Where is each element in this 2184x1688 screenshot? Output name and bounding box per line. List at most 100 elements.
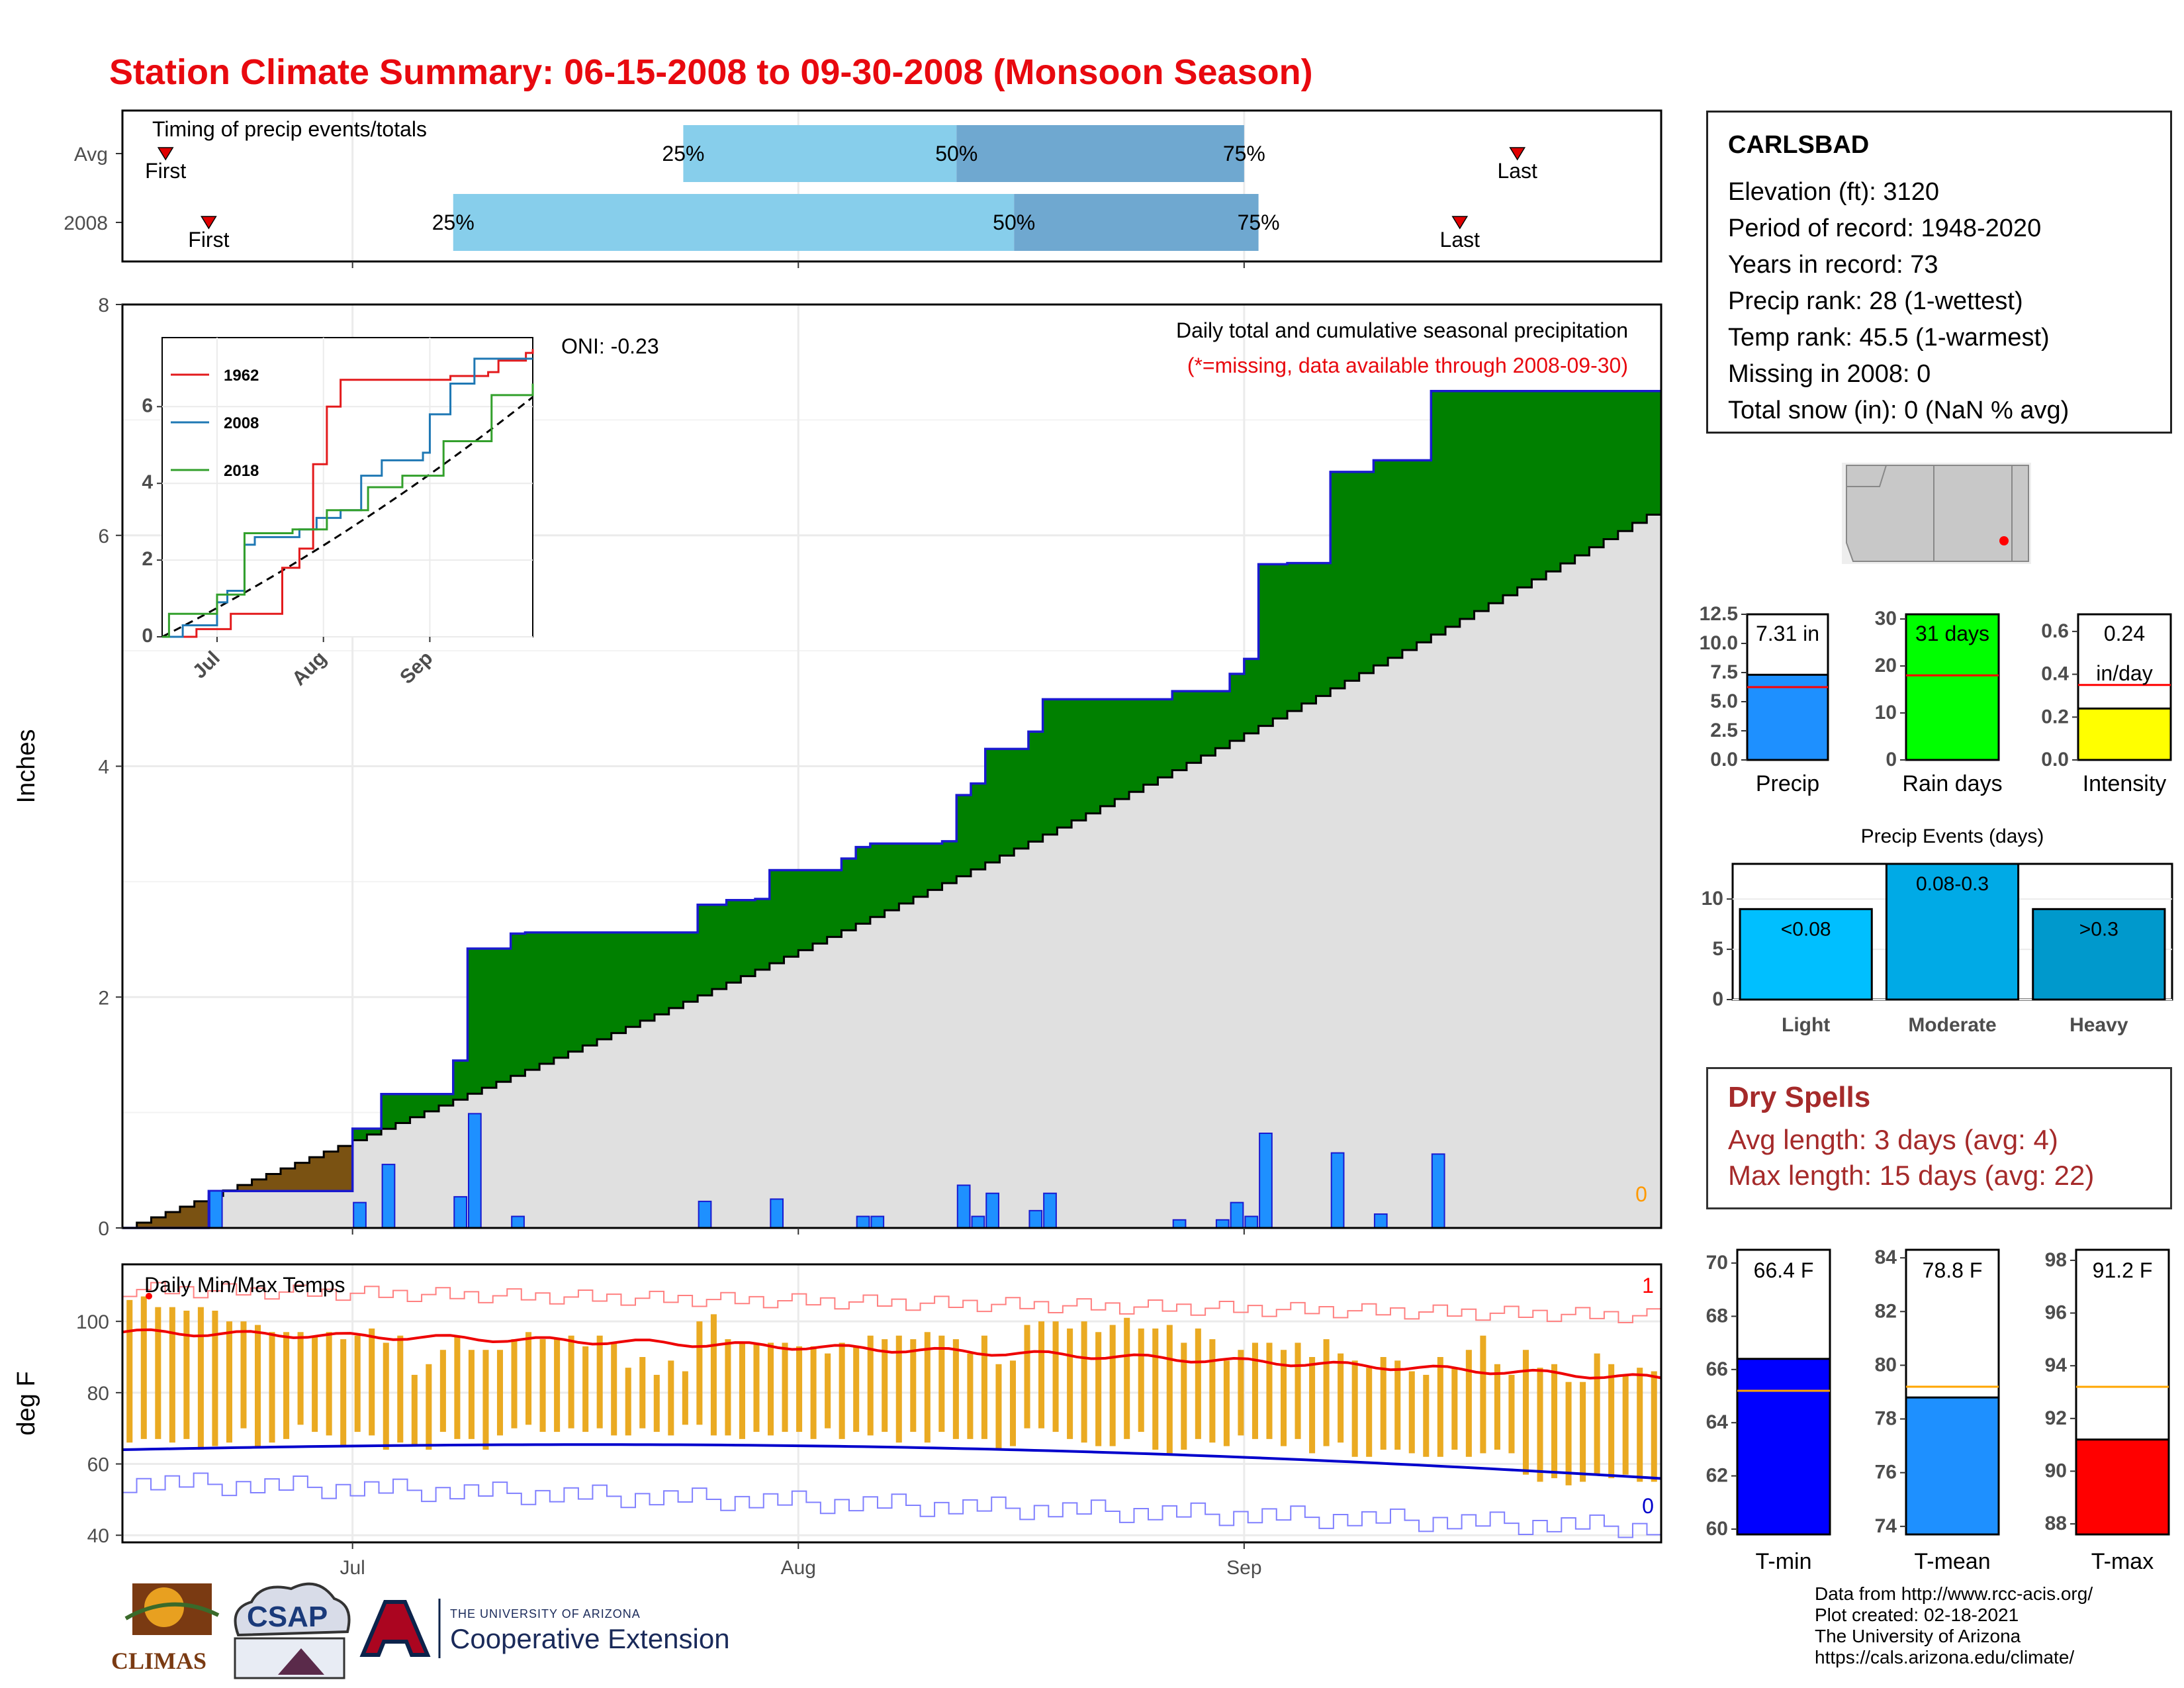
surplus-area	[1459, 391, 1475, 620]
surplus-area	[798, 870, 813, 951]
surplus-area	[726, 900, 741, 983]
daily-temp-bar	[682, 1371, 688, 1425]
daily-temp-bar	[1266, 1342, 1273, 1439]
psum-ytick-label: 5.0	[1710, 690, 1738, 712]
daily-temp-bar	[1280, 1350, 1287, 1446]
daily-temp-bar	[439, 1350, 446, 1432]
daily-temp-bar	[1138, 1328, 1144, 1432]
surplus-area	[1373, 460, 1388, 666]
surplus-area	[1085, 699, 1101, 814]
daily-temp-bar	[1124, 1317, 1130, 1439]
daily-temp-bar	[910, 1339, 917, 1432]
surplus-area	[1560, 391, 1576, 564]
timing-marker-label: Last	[1497, 159, 1537, 183]
daily-precip-bar	[985, 1192, 999, 1229]
psum-ytick-label: 0	[1886, 749, 1897, 771]
surplus-area	[654, 932, 670, 1015]
daily-temp-bar	[625, 1368, 631, 1436]
oni-label: ONI: -0.23	[561, 334, 659, 358]
tsum-ytick-label: 68	[1706, 1305, 1728, 1327]
daily-precip-bar	[971, 1215, 985, 1229]
daily-temp-bar	[1366, 1368, 1373, 1457]
precip-ytick-label: 2	[98, 987, 109, 1009]
surplus-area	[856, 847, 871, 924]
timing-quantile-label: 75%	[1223, 142, 1265, 165]
daily-temp-bar	[169, 1307, 175, 1443]
events-xtick-label: Heavy	[2070, 1014, 2128, 1036]
daily-temp-bar	[539, 1339, 546, 1432]
surplus-area	[553, 932, 569, 1058]
psum-xlabel: Rain days	[1902, 771, 2002, 796]
timing-bar-q50-q75	[956, 125, 1244, 182]
daily-precip-bar	[698, 1200, 712, 1229]
inset-ytick-label: 2	[142, 548, 153, 570]
daily-temp-bar	[739, 1342, 745, 1439]
events-ytick-label: 0	[1712, 988, 1723, 1010]
deficit-area	[165, 1211, 181, 1228]
tsum-bar	[1736, 1358, 1831, 1536]
csap-mountain-icon	[278, 1648, 324, 1675]
psum-ytick-label: 10	[1875, 702, 1897, 724]
ua-small-text: THE UNIVERSITY OF ARIZONA	[450, 1607, 641, 1620]
deficit-area	[295, 1162, 310, 1192]
daily-temp-bar	[496, 1350, 504, 1436]
timing-row-label: Avg	[74, 144, 108, 165]
timing-quantile-label: 25%	[432, 211, 475, 234]
daily-precip-bar	[453, 1196, 467, 1229]
surplus-area	[395, 1094, 411, 1123]
daily-temp-bar	[839, 1342, 845, 1439]
tsum-ytick-label: 92	[2045, 1407, 2067, 1429]
csap-logo-text: CSAP	[247, 1601, 328, 1633]
surplus-area	[1632, 391, 1647, 523]
station-years: Years in record: 73	[1728, 251, 1938, 279]
daily-temp-bar	[1465, 1350, 1472, 1457]
climas-logo-text: CLIMAS	[111, 1648, 207, 1674]
daily-temp-bar	[426, 1364, 432, 1450]
surplus-area	[1158, 699, 1173, 778]
surplus-area	[827, 870, 842, 937]
dry-spells-avg: Avg length: 3 days (avg: 4)	[1728, 1124, 2058, 1155]
daily-temp-bar	[895, 1335, 902, 1443]
daily-temp-bar	[1351, 1360, 1358, 1457]
daily-precip-bar	[1043, 1192, 1057, 1229]
deficit-area	[266, 1174, 281, 1192]
surplus-area	[525, 932, 540, 1070]
tsum-bar	[2075, 1438, 2170, 1536]
temps-ytick-label: 80	[87, 1383, 109, 1405]
daily-temp-bar	[1038, 1321, 1045, 1429]
daily-temp-bar	[1522, 1350, 1529, 1475]
inset-legend-label: 2008	[224, 414, 259, 432]
psum-ytick-label: 10.0	[1700, 632, 1738, 654]
inset-ytick-label: 0	[142, 625, 153, 647]
daily-temp-bar	[967, 1353, 974, 1439]
daily-temp-bar	[1024, 1325, 1030, 1429]
psum-xlabel: Precip	[1756, 771, 1819, 796]
timing-marker-label: Last	[1440, 228, 1480, 252]
temps-panel: Daily Min/Max Temps 1 0 40 60 80 100 Jul Aug Sep d…	[13, 1263, 1662, 1579]
surplus-area	[698, 904, 713, 996]
daily-temp-bar	[582, 1346, 589, 1432]
daily-temp-bar	[369, 1328, 375, 1436]
dry-spells-box: Dry Spells Avg length: 3 days (avg: 4) M…	[1706, 1067, 2172, 1209]
daily-temp-bar	[767, 1342, 774, 1436]
daily-temp-bar	[383, 1342, 389, 1450]
station-name: CARLSBAD	[1728, 131, 1870, 159]
tsum-ytick-label: 74	[1875, 1515, 1897, 1537]
daily-temp-bar	[725, 1339, 731, 1436]
csap-cloud-icon	[234, 1582, 351, 1637]
surplus-area	[755, 899, 770, 970]
climas-sun-icon	[144, 1587, 184, 1627]
events-title: Precip Events (days)	[1861, 825, 2044, 847]
surplus-area	[424, 1094, 439, 1111]
daily-temp-bar	[1537, 1368, 1543, 1482]
surplus-area	[985, 749, 1001, 863]
station-snow: Total snow (in): 0 (NaN % avg)	[1728, 397, 2070, 424]
temps-xtick-label: Jul	[340, 1557, 365, 1579]
timing-bar-q50-q75	[1014, 194, 1259, 251]
inset-series-2008	[162, 357, 533, 638]
daily-temp-bar	[1622, 1374, 1629, 1475]
surplus-area	[582, 932, 598, 1046]
precip-ytick-label: 8	[98, 295, 109, 316]
